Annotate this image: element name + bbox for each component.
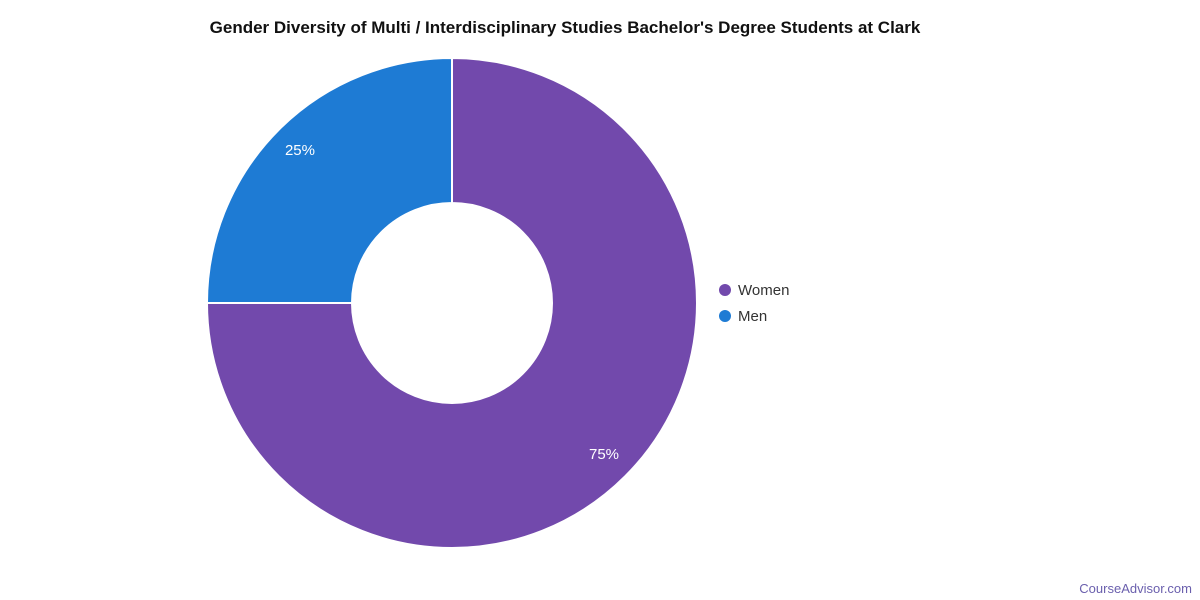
legend-marker-men-icon [719,310,731,322]
watermark-link[interactable]: CourseAdvisor.com [1079,581,1192,596]
slice-label-women: 75% [589,446,619,463]
pie-slice-women[interactable] [206,57,698,549]
chart-title: Gender Diversity of Multi / Interdiscipl… [209,18,921,37]
legend-item-men[interactable]: Men [719,303,789,329]
pie-slice-men[interactable] [206,57,453,304]
slice-label-men: 25% [285,142,315,159]
legend-label-men: Men [738,307,768,325]
legend: Women Men [719,277,789,329]
legend-label-women: Women [738,281,790,299]
legend-marker-women-icon [719,284,731,296]
legend-item-women[interactable]: Women [719,277,789,303]
